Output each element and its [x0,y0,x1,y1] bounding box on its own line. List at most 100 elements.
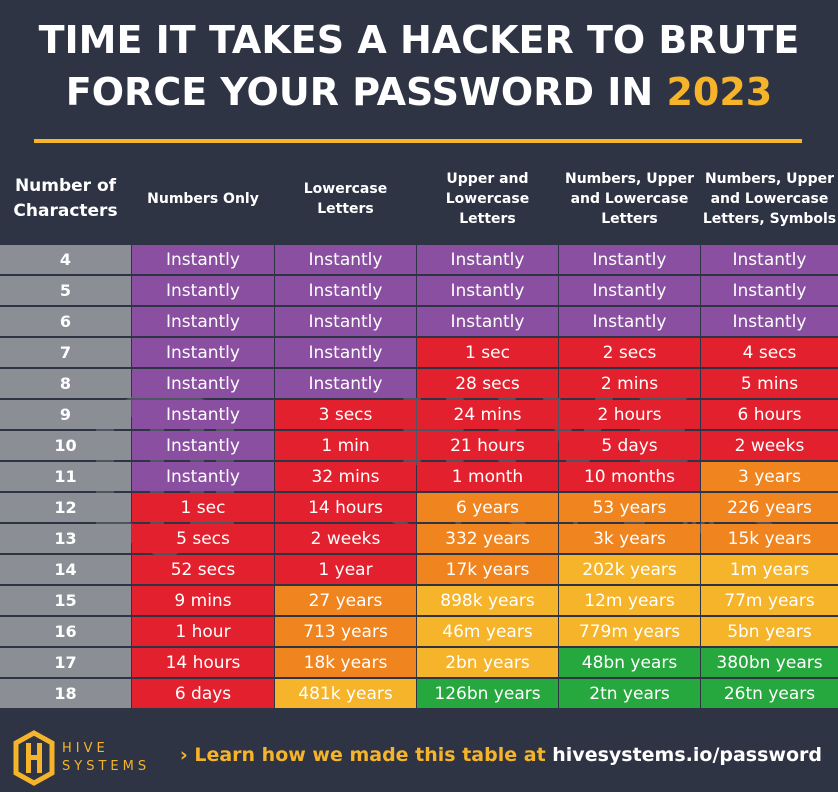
time-cell: Instantly [132,369,274,398]
time-cell: Instantly [132,276,274,305]
time-cell: 77m years [701,586,838,615]
time-cell: Instantly [132,338,274,367]
time-cell: Instantly [701,245,838,274]
column-header-1: Numbers Only [147,191,259,207]
time-cell: 1 sec [417,338,558,367]
character-count-cell: 16 [0,617,131,646]
methodology-link[interactable]: › Learn how we made this table at hivesy… [180,744,822,766]
time-cell: 2 secs [559,338,700,367]
time-cell: 3 years [701,462,838,491]
time-cell: 4 secs [701,338,838,367]
time-cell: 27 years [275,586,416,615]
time-cell: 14 hours [132,648,274,677]
time-cell: Instantly [417,276,558,305]
character-count-cell: 15 [0,586,131,615]
table-row: 15 9 mins 27 years 898k years 12m years 77m y… [0,586,838,617]
time-cell: Instantly [275,369,416,398]
time-cell: 779m years [559,617,700,646]
time-cell: 2 hours [559,400,700,429]
time-cell: Instantly [132,307,274,336]
table-row: 17 14 hours 18k years 2bn years 48bn years 38… [0,648,838,679]
time-cell: Instantly [132,400,274,429]
time-cell: 28 secs [417,369,558,398]
time-cell: 17k years [417,555,558,584]
time-cell: 21 hours [417,431,558,460]
time-cell: Instantly [417,307,558,336]
table-row: 6 Instantly Instantly Instantly Instantly Ins… [0,307,838,338]
logo-text: HIVE SYSTEMS [62,741,151,774]
time-cell: 2tn years [559,679,700,708]
time-cell: 5 mins [701,369,838,398]
time-cell: 18k years [275,648,416,677]
time-cell: 226 years [701,493,838,522]
table-row: 9 Instantly 3 secs 24 mins 2 hours 6 hours [0,400,838,431]
time-cell: 2 mins [559,369,700,398]
column-header-5: Numbers, Upper and Lowercase Letters, Sy… [702,171,837,227]
column-header-4: Numbers, Upper and Lowercase Letters [564,171,695,227]
time-cell: 1 year [275,555,416,584]
time-cell: 481k years [275,679,416,708]
table-row: 18 6 days 481k years 126bn years 2tn years 26… [0,679,838,710]
time-cell: 12m years [559,586,700,615]
table-row: 11 Instantly 32 mins 1 month 10 months 3 year… [0,462,838,493]
character-count-cell: 8 [0,369,131,398]
time-cell: 3k years [559,524,700,553]
table-row: 12 1 sec 14 hours 6 years 53 years 226 years [0,493,838,524]
table-row: 13 5 secs 2 weeks 332 years 3k years 15k year… [0,524,838,555]
character-count-cell: 14 [0,555,131,584]
column-header-0: Number of Characters [13,176,118,221]
time-cell: Instantly [701,276,838,305]
time-cell: Instantly [559,276,700,305]
link-url[interactable]: hivesystems.io/password [552,744,822,766]
character-count-cell: 7 [0,338,131,367]
time-cell: 10 months [559,462,700,491]
time-cell: 5 secs [132,524,274,553]
time-cell: 332 years [417,524,558,553]
time-cell: 6 days [132,679,274,708]
time-cell: Instantly [132,245,274,274]
table-row: 4 Instantly Instantly Instantly Instantly Ins… [0,245,838,276]
time-cell: 46m years [417,617,558,646]
table-row: 5 Instantly Instantly Instantly Instantly Ins… [0,276,838,307]
time-cell: 48bn years [559,648,700,677]
time-cell: 202k years [559,555,700,584]
title-divider [34,139,802,143]
column-header-2: Lowercase Letters [303,181,388,217]
time-cell: 5 days [559,431,700,460]
time-cell: 5bn years [701,617,838,646]
page-title: TIME IT TAKES A HACKER TO BRUTE FORCE YO… [0,14,838,118]
time-cell: 2 weeks [701,431,838,460]
time-cell: Instantly [275,276,416,305]
time-cell: Instantly [701,307,838,336]
character-count-cell: 5 [0,276,131,305]
table-row: 16 1 hour 713 years 46m years 779m years 5bn … [0,617,838,648]
time-cell: 53 years [559,493,700,522]
time-cell: 32 mins [275,462,416,491]
character-count-cell: 18 [0,679,131,708]
table-row: 14 52 secs 1 year 17k years 202k years 1m yea… [0,555,838,586]
time-cell: 26tn years [701,679,838,708]
table-header: Number of Characters Numbers Only Lowercas… [0,155,838,243]
character-count-cell: 13 [0,524,131,553]
character-count-cell: 12 [0,493,131,522]
time-cell: 3 secs [275,400,416,429]
time-cell: 1 min [275,431,416,460]
character-count-cell: 9 [0,400,131,429]
time-cell: 15k years [701,524,838,553]
link-prefix: › Learn how we made this table at [179,744,553,766]
time-cell: 898k years [417,586,558,615]
time-cell: 14 hours [275,493,416,522]
table-row: 8 Instantly Instantly 28 secs 2 mins 5 mins [0,369,838,400]
time-cell: 126bn years [417,679,558,708]
title-line-1: TIME IT TAKES A HACKER TO BRUTE [38,18,800,62]
time-cell: 52 secs [132,555,274,584]
time-cell: Instantly [275,307,416,336]
time-cell: 9 mins [132,586,274,615]
column-header-3: Upper and Lowercase Letters [445,171,530,227]
time-cell: Instantly [417,245,558,274]
hive-systems-logo[interactable]: HIVE SYSTEMS [12,730,152,786]
time-cell: 24 mins [417,400,558,429]
title-line-2-prefix: FORCE YOUR PASSWORD IN [65,70,667,114]
time-cell: Instantly [275,245,416,274]
title-year: 2023 [666,70,773,114]
